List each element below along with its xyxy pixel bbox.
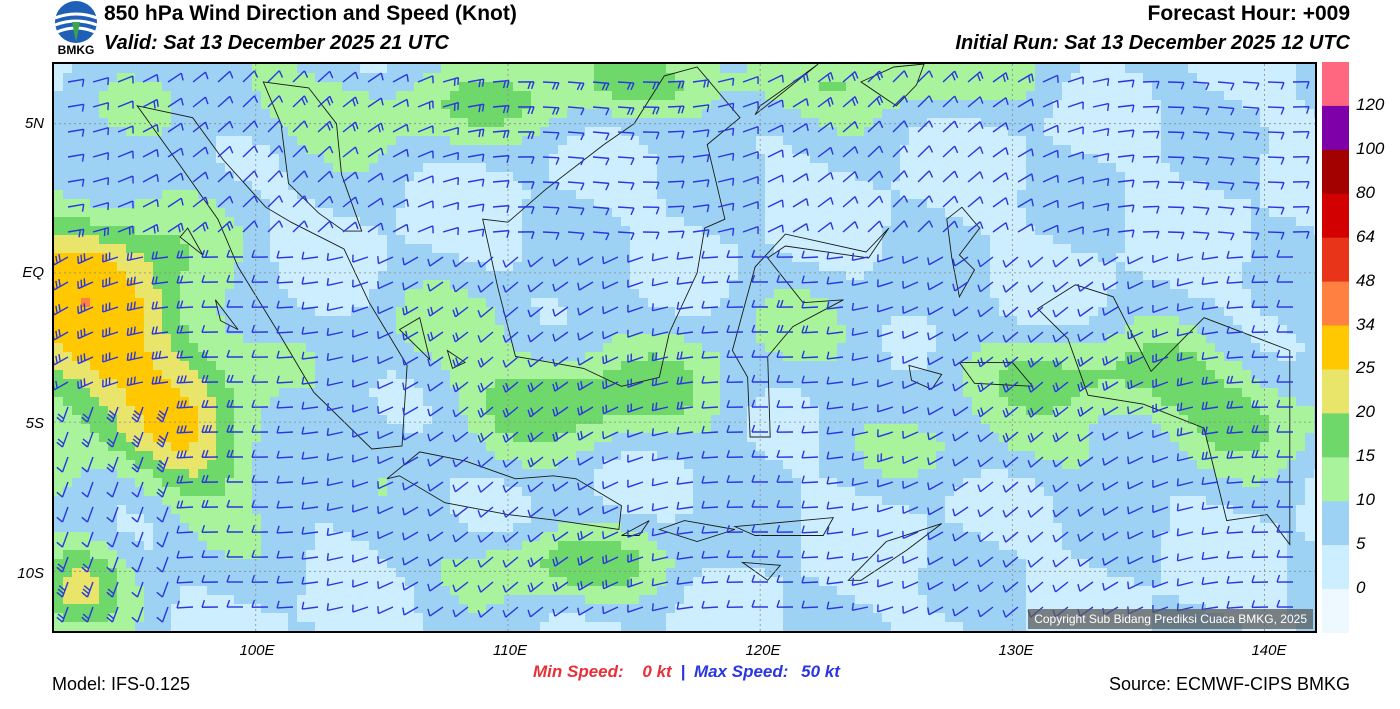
forecast-hour: Forecast Hour: +009 [1147, 2, 1351, 25]
lon-tick-140e: 140E [1251, 642, 1287, 659]
model-label: Model: IFS-0.125 [52, 674, 191, 694]
colorbar-label-15: 15 [1356, 446, 1375, 466]
colorbar-label-34: 34 [1356, 314, 1375, 334]
lat-tick-5s: 5S [25, 415, 44, 432]
bmkg-logo: BMKG [52, 0, 100, 60]
colorbar-label-25: 25 [1356, 358, 1375, 378]
colorbar-label-5: 5 [1356, 534, 1366, 554]
lon-tick-120e: 120E [745, 642, 781, 659]
colorbar-band-12 [1322, 589, 1349, 633]
page-title: 850 hPa Wind Direction and Speed (Knot) [104, 2, 517, 25]
colorbar-label-48: 48 [1356, 270, 1375, 290]
colorbar-band-5 [1322, 281, 1349, 327]
max-speed-label: Max Speed: [693, 662, 789, 681]
wind-map-canvas [54, 64, 1315, 631]
colorbar-band-7 [1322, 369, 1349, 414]
colorbar-label-120: 120 [1356, 94, 1385, 114]
initial-run: Initial Run: Sat 13 December 2025 12 UTC [955, 32, 1350, 54]
colorbar-band-11 [1322, 545, 1349, 590]
colorbar-label-10: 10 [1356, 490, 1375, 510]
colorbar-band-3 [1322, 193, 1349, 239]
colorbar-band-2 [1322, 149, 1349, 195]
speed-colorbar [1322, 62, 1349, 633]
colorbar-band-9 [1322, 457, 1349, 502]
colorbar-band-8 [1322, 413, 1349, 458]
lat-tick-5n: 5N [24, 115, 44, 132]
colorbar-band-10 [1322, 501, 1349, 546]
bmkg-logo-text: BMKG [57, 43, 95, 57]
max-speed-value: 50 kt [801, 662, 840, 681]
lon-tick-130e: 130E [998, 642, 1034, 659]
wind-speed-field [54, 64, 1315, 631]
lon-tick-100e: 100E [239, 642, 275, 659]
speed-stats: Min Speed: 0 kt | Max Speed: 50 kt [533, 662, 840, 682]
colorbar-label-100: 100 [1356, 138, 1385, 158]
min-speed-label: Min Speed: [533, 662, 624, 681]
colorbar-band-1 [1322, 105, 1349, 151]
colorbar-band-6 [1322, 325, 1349, 370]
colorbar-label-20: 20 [1356, 402, 1375, 422]
stats-separator: | [680, 662, 686, 681]
colorbar-label-0: 0 [1356, 578, 1366, 598]
lon-tick-110e: 110E [493, 642, 527, 659]
grid-lines [54, 64, 1315, 631]
colorbar-band-4 [1322, 237, 1349, 283]
colorbar-label-64: 64 [1356, 226, 1375, 246]
source-label: Source: ECMWF-CIPS BMKG [1108, 674, 1350, 694]
colorbar-label-80: 80 [1356, 182, 1375, 202]
copyright-notice: Copyright Sub Bidang Prediksi Cuaca BMKG… [1028, 609, 1313, 629]
coastlines [136, 64, 1291, 581]
min-speed-value: 0 kt [642, 662, 672, 681]
lat-tick-eq: EQ [22, 264, 44, 281]
colorbar-band-0 [1322, 62, 1349, 107]
wind-map[interactable]: Copyright Sub Bidang Prediksi Cuaca BMKG… [52, 62, 1317, 633]
lat-tick-10s: 10S [17, 565, 44, 582]
valid-time: Valid: Sat 13 December 2025 21 UTC [104, 32, 449, 54]
bmkg-logo-icon [54, 1, 98, 43]
